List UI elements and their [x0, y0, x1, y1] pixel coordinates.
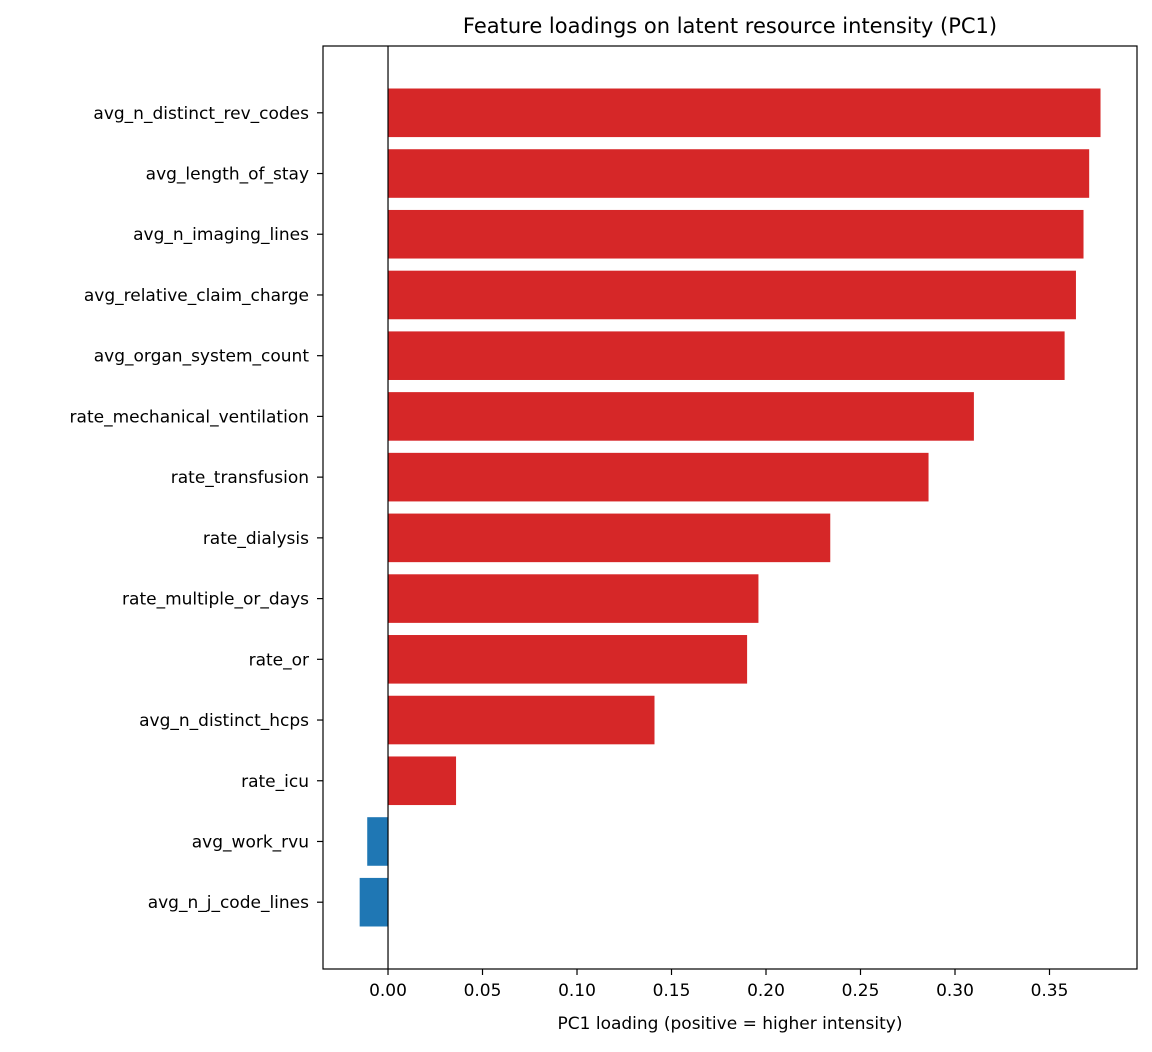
plot-frame [322, 45, 1138, 970]
bar-avg_length_of_stay [388, 149, 1090, 198]
y-tick-label: rate_or [249, 650, 309, 670]
y-tick-label: rate_dialysis [203, 529, 309, 549]
bar-avg_relative_claim_charge [388, 270, 1076, 320]
y-tick-label: rate_icu [241, 772, 309, 792]
y-tick-label: avg_n_j_code_lines [148, 893, 309, 913]
chart-title: Feature loadings on latent resource inte… [463, 14, 997, 38]
y-tick-label: avg_relative_claim_charge [84, 286, 309, 306]
bar-avg_n_j_code_lines [359, 877, 389, 927]
bar-rate_multiple_or_days [388, 574, 759, 623]
x-tick-label: 0.30 [936, 981, 974, 1001]
y-tick-label: avg_n_distinct_hcps [139, 711, 309, 731]
y-tick-label: avg_n_distinct_rev_codes [93, 104, 309, 124]
bar-avg_organ_system_count [388, 331, 1065, 380]
bar-rate_dialysis [388, 513, 831, 563]
x-tick-label: 0.25 [842, 981, 880, 1001]
bar-rate_transfusion [388, 452, 929, 502]
bar-rate_or [388, 635, 748, 684]
y-tick-label: rate_multiple_or_days [122, 590, 309, 610]
y-tick-label: avg_length_of_stay [146, 165, 309, 185]
bar-rate_icu [388, 756, 457, 806]
y-tick-label: avg_work_rvu [192, 832, 309, 852]
x-tick-label: 0.10 [558, 981, 596, 1001]
x-tick-label: 0.35 [1031, 981, 1069, 1001]
y-tick-label: avg_organ_system_count [94, 347, 310, 367]
x-tick-label: 0.20 [747, 981, 785, 1001]
bar-avg_n_distinct_hcps [388, 695, 655, 745]
y-tick-label: avg_n_imaging_lines [133, 225, 309, 245]
x-axis-label: PC1 loading (positive = higher intensity… [558, 1014, 903, 1034]
x-tick-label: 0.15 [653, 981, 691, 1001]
bar-avg_n_distinct_rev_codes [388, 88, 1101, 138]
y-tick-label: rate_mechanical_ventilation [70, 407, 309, 427]
y-tick-label: rate_transfusion [171, 468, 309, 488]
x-tick-label: 0.00 [369, 981, 407, 1001]
bar-rate_mechanical_ventilation [388, 392, 974, 441]
x-tick-label: 0.05 [464, 981, 502, 1001]
bar-avg_n_imaging_lines [388, 209, 1084, 259]
bar-avg_work_rvu [367, 817, 389, 866]
